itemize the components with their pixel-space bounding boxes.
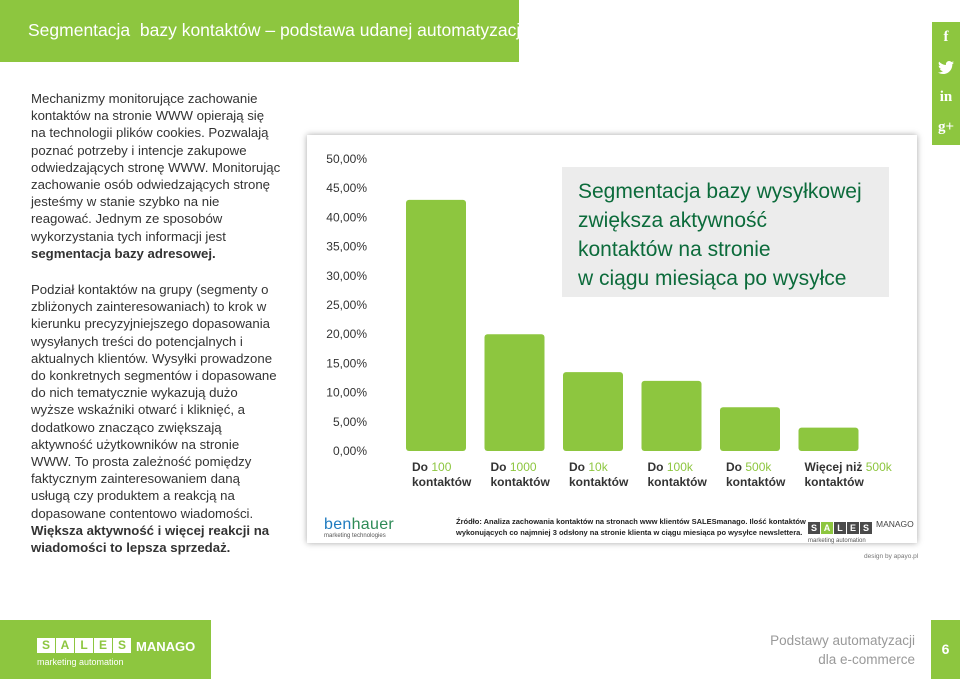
logo-letter: S [808,522,820,534]
footer-logo-letter: E [94,638,112,653]
source-line: wykonujących co najmniej 3 odsłony na st… [456,528,803,537]
y-tick-label: 30,00% [326,269,367,283]
logo-letter: E [847,522,859,534]
x-tick-label: kontaktów [726,475,786,489]
google-plus-icon[interactable]: g+ [937,119,955,135]
x-tick-label: Do 1000 [491,460,537,474]
y-tick-label: 10,00% [326,386,367,400]
social-bar: f in g+ [932,22,960,145]
footer-logo-text: MANAGO [136,639,196,654]
footer-caption-line: dla e-commerce [818,652,915,667]
x-tick-label: Do 100 [412,460,452,474]
chart-annotation: Segmentacja bazy wysyłkowej zwiększa akt… [562,167,889,297]
benhauer-logo: benhauer marketing technologies [324,516,394,539]
footer-logo-letter: S [113,638,131,653]
x-tick-label: kontaktów [648,475,708,489]
x-tick-label: Więcej niż 500k [805,460,893,474]
intro-bold: segmentacja bazy adresowej. [31,245,216,261]
bar [798,427,859,451]
facebook-icon[interactable]: f [943,29,949,45]
y-tick-label: 40,00% [326,210,367,224]
y-tick-label: 20,00% [326,327,367,341]
header-bar: Segmentacja bazy kontaktów – podstawa ud… [0,0,524,62]
bar [563,372,623,451]
intro-paragraph: Mechanizmy monitorujące zachowanie konta… [31,90,281,262]
logo-text: MANAGO [876,519,914,529]
x-tick-label: kontaktów [805,475,865,489]
x-tick-label: kontaktów [569,475,629,489]
annotation-line: kontaktów na stronie [578,238,771,261]
bar [406,199,466,451]
page-title: Segmentacja bazy kontaktów – podstawa ud… [28,20,525,40]
footer-logo-subtitle: marketing automation [37,657,124,667]
logo-text: ben [324,516,352,533]
footer-caption: Podstawy automatyzacji dla e-commerce [770,631,915,669]
y-tick-label: 5,00% [333,415,367,429]
x-tick-label: kontaktów [412,475,472,489]
annotation-line: zwiększa aktywność [578,209,768,232]
linkedin-icon[interactable]: in [939,89,953,105]
logo-letter: S [860,522,872,534]
y-tick-label: 15,00% [326,356,367,370]
source-line: Źródło: Analiza zachowania kontaktów na … [456,517,806,526]
design-credit: design by apayo.pl [864,553,919,560]
bar [641,380,702,451]
intro-text: Mechanizmy monitorujące zachowanie konta… [31,91,281,244]
page-number: 6 [931,620,960,679]
logo-subtitle: marketing technologies [324,533,386,539]
x-tick-label: Do 100k [648,460,694,474]
footer-caption-line: Podstawy automatyzacji [770,633,915,648]
y-tick-label: 25,00% [326,298,367,312]
segmentation-paragraph: Podział kontaktów na grupy (segmenty o z… [31,281,281,556]
y-tick-label: 35,00% [326,240,367,254]
annotation-line: w ciągu miesiąca po wysyłce [578,267,847,290]
x-tick-label: kontaktów [491,475,551,489]
x-tick-label: Do 10k [569,460,609,474]
bar [484,334,545,451]
logo-text: hauer [351,516,395,533]
logo-letter: L [834,522,846,534]
footer-logo-letter: A [56,638,74,653]
bar-chart: 0,00% 5,00% 10,00% 15,00% 20,00% 25,00% 30,00%… [326,152,893,489]
footer-logo-letter: L [75,638,93,653]
bar [720,407,780,451]
twitter-icon[interactable] [932,52,960,82]
annotation-line: Segmentacja bazy wysyłkowej [578,180,862,203]
y-tick-label: 0,00% [333,444,367,458]
footer-logo-letter: S [37,638,55,653]
logo-subtitle: marketing automation [808,538,866,544]
y-tick-label: 45,00% [326,181,367,195]
x-tick-label: Do 500k [726,460,772,474]
y-tick-label: 50,00% [326,152,367,166]
chart-source: Źródło: Analiza zachowania kontaktów na … [456,516,806,538]
salesmanago-logo: S A L E S MANAGO marketing automation [808,518,914,544]
segmentation-bold: Większa aktywność i więcej reakcji na wi… [31,522,270,556]
logo-letter: A [821,522,833,534]
segmentation-text: Podział kontaktów na grupy (segmenty o z… [31,282,277,521]
